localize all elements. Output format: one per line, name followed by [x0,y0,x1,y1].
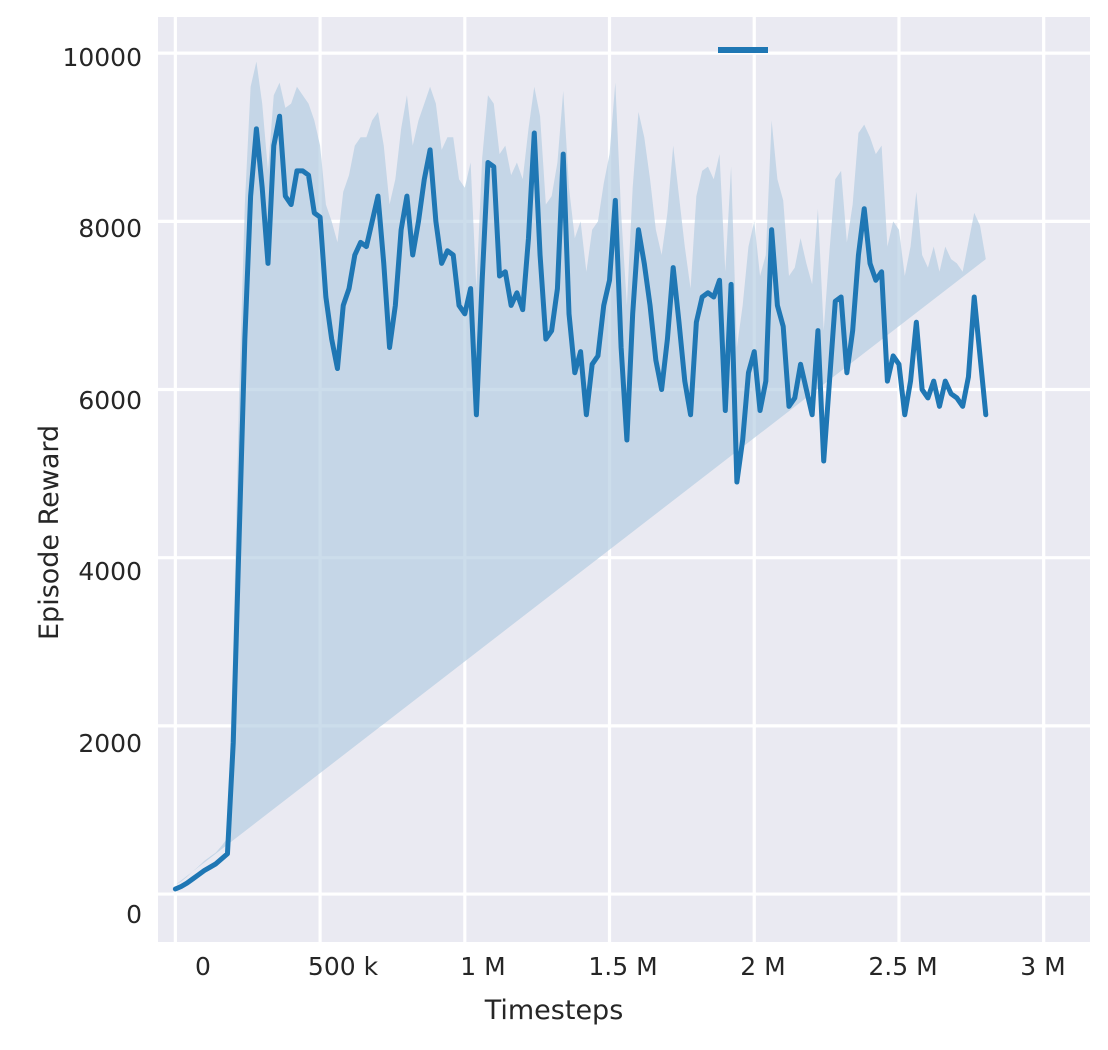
x-tick-2.5m: 2.5 M [868,952,938,981]
data-line [172,113,989,892]
x-axis-label: Timesteps [484,995,624,1026]
x-tick-0: 0 [195,952,211,981]
confidence-band [175,61,986,885]
y-tick-2000: 2000 [78,729,142,758]
x-tick-1m: 1 M [460,952,506,981]
x-tick-3m: 3 M [1020,952,1066,981]
y-tick-0: 0 [126,900,142,929]
x-tick-1.5m: 1.5 M [588,952,658,981]
y-tick-6000: 6000 [78,386,142,415]
x-tick-2m: 2 M [740,952,786,981]
x-tick-500k: 500 k [307,952,379,981]
y-tick-8000: 8000 [78,214,142,243]
y-tick-10000: 10000 [62,43,142,72]
y-tick-4000: 4000 [78,557,142,586]
